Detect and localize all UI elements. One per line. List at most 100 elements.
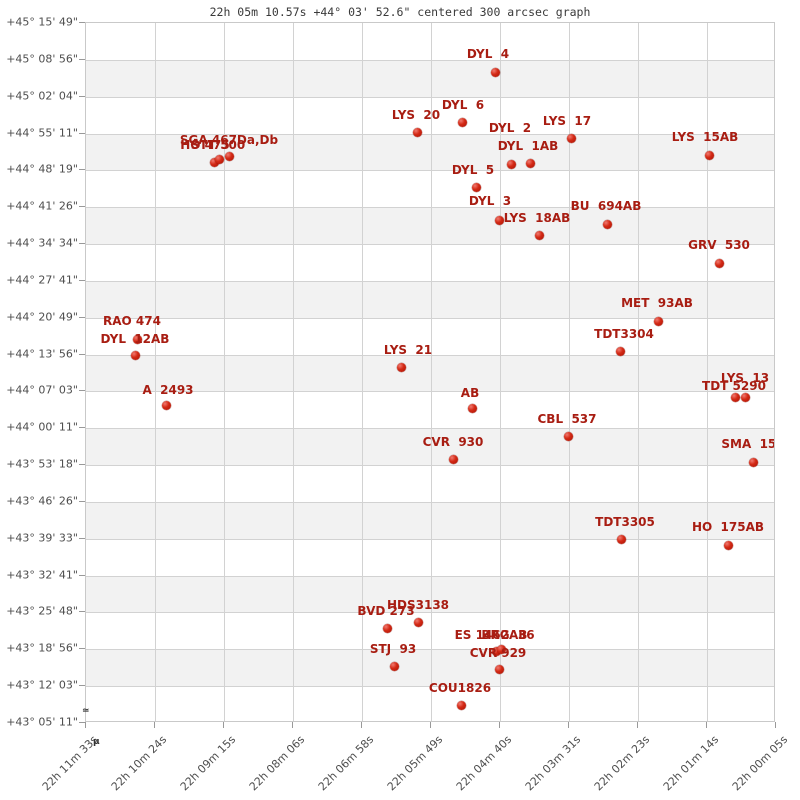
alternating-band <box>86 501 774 539</box>
star-marker[interactable] <box>494 215 504 225</box>
y-axis-tick-mark <box>79 206 85 208</box>
star-marker[interactable] <box>714 258 724 268</box>
star-marker[interactable] <box>490 67 500 77</box>
star-marker[interactable] <box>506 159 516 169</box>
x-axis-tick-mark <box>775 722 776 728</box>
star-marker[interactable] <box>412 127 422 137</box>
star-marker[interactable] <box>456 700 466 710</box>
star-marker[interactable] <box>448 454 458 464</box>
y-axis-tick-label: +44° 34' 34" <box>6 236 78 250</box>
star-marker[interactable] <box>214 154 224 164</box>
horizontal-gridline <box>86 96 774 98</box>
y-axis-tick-label: +43° 12' 03" <box>6 678 78 692</box>
y-axis-tick-label: +44° 00' 11" <box>6 420 78 434</box>
star-marker[interactable] <box>653 316 663 326</box>
star-label: BRG 36 <box>481 628 535 642</box>
x-axis-tick-mark <box>706 722 707 728</box>
plot-area[interactable]: DYL 4 LYS 20 DYL 6 LYS 17 DYL 2 DYL 1AB LYS 15… <box>85 22 775 722</box>
y-axis-tick-mark <box>79 95 85 97</box>
horizontal-gridline <box>86 428 774 430</box>
star-marker[interactable] <box>494 664 504 674</box>
x-axis-tick-mark <box>568 722 569 728</box>
star-marker[interactable] <box>616 534 626 544</box>
star-marker[interactable] <box>496 644 506 654</box>
horizontal-gridline <box>86 465 774 467</box>
y-axis-tick-mark <box>79 574 85 576</box>
star-marker[interactable] <box>740 392 750 402</box>
star-marker[interactable] <box>704 150 714 160</box>
vertical-gridline <box>500 23 501 721</box>
y-axis-tick-mark <box>79 169 85 171</box>
y-axis-tick-mark <box>79 132 85 134</box>
star-marker[interactable] <box>161 400 171 410</box>
horizontal-gridline <box>86 575 774 577</box>
star-label: DYL 6 <box>441 98 485 112</box>
star-label: ES 1462AB <box>454 628 528 642</box>
alternating-band <box>86 133 774 171</box>
y-axis-tick-mark <box>79 22 85 23</box>
horizontal-gridline <box>86 59 774 61</box>
star-marker[interactable] <box>563 431 573 441</box>
y-axis-tick-mark <box>79 390 85 392</box>
alternating-band <box>86 59 774 97</box>
star-marker[interactable] <box>467 403 477 413</box>
y-axis-tick-mark <box>79 537 85 539</box>
y-axis-tick-mark <box>79 353 85 355</box>
y-axis-tick-label: +44° 48' 19" <box>6 162 78 176</box>
page-title: 22h 05m 10.57s +44° 03' 52.6" centered 3… <box>209 5 591 19</box>
y-axis-tick-mark <box>79 722 85 723</box>
horizontal-gridline <box>86 244 774 246</box>
star-marker[interactable] <box>602 219 612 229</box>
star-marker[interactable] <box>382 623 392 633</box>
star-marker[interactable] <box>534 230 544 240</box>
y-axis-tick-label: +43° 18' 56" <box>6 641 78 655</box>
star-marker[interactable] <box>730 392 740 402</box>
y-axis-tick-label: +45° 15' 49" <box>6 15 78 29</box>
x-axis-tick-mark <box>223 722 224 728</box>
y-axis-tick-label: +43° 25' 48" <box>6 604 78 618</box>
horizontal-gridline <box>86 207 774 209</box>
horizontal-gridline <box>86 354 774 356</box>
star-marker[interactable] <box>457 117 467 127</box>
star-label: DYL 3 <box>468 194 512 208</box>
star-marker[interactable] <box>566 133 576 143</box>
alternating-band <box>86 575 774 613</box>
y-axis-tick-label: +43° 39' 33" <box>6 531 78 545</box>
horizontal-gridline <box>86 501 774 503</box>
star-marker[interactable] <box>723 540 733 550</box>
y-axis-tick-label: +45° 08' 56" <box>6 52 78 66</box>
star-marker[interactable] <box>132 334 142 344</box>
y-axis-tick-label: +45° 02' 04" <box>6 89 78 103</box>
vertical-gridline <box>362 23 363 721</box>
y-axis-tick-label: +43° 32' 41" <box>6 568 78 582</box>
y-axis-tick-mark <box>79 427 85 429</box>
y-axis-tick-label: +44° 13' 56" <box>6 347 78 361</box>
alternating-band <box>86 354 774 392</box>
y-axis-tick-label: +43° 53' 18" <box>6 457 78 471</box>
star-label: LYS 20 <box>391 108 441 122</box>
x-axis-tick-mark <box>430 722 431 728</box>
horizontal-gridline <box>86 133 774 135</box>
star-label: LYS 17 <box>542 114 592 128</box>
star-marker[interactable] <box>748 457 758 467</box>
star-marker[interactable] <box>396 362 406 372</box>
star-label: TDT3304 <box>594 327 654 341</box>
x-axis-tick-label: 22h 11m 33s <box>39 733 101 794</box>
x-axis-tick-mark <box>361 722 362 728</box>
star-marker[interactable] <box>525 158 535 168</box>
y-axis-tick-mark <box>79 316 85 318</box>
star-marker[interactable] <box>130 350 140 360</box>
star-marker[interactable] <box>413 617 423 627</box>
x-axis-tick-mark <box>637 722 638 728</box>
y-axis-tick-mark <box>79 611 85 613</box>
horizontal-gridline <box>86 317 774 319</box>
star-marker[interactable] <box>209 157 219 167</box>
star-marker[interactable] <box>615 346 625 356</box>
star-marker[interactable] <box>491 646 501 656</box>
star-marker[interactable] <box>389 661 399 671</box>
star-marker[interactable] <box>471 182 481 192</box>
star-marker[interactable] <box>224 151 234 161</box>
horizontal-gridline <box>86 170 774 172</box>
vertical-gridline <box>155 23 156 721</box>
vertical-gridline <box>224 23 225 721</box>
